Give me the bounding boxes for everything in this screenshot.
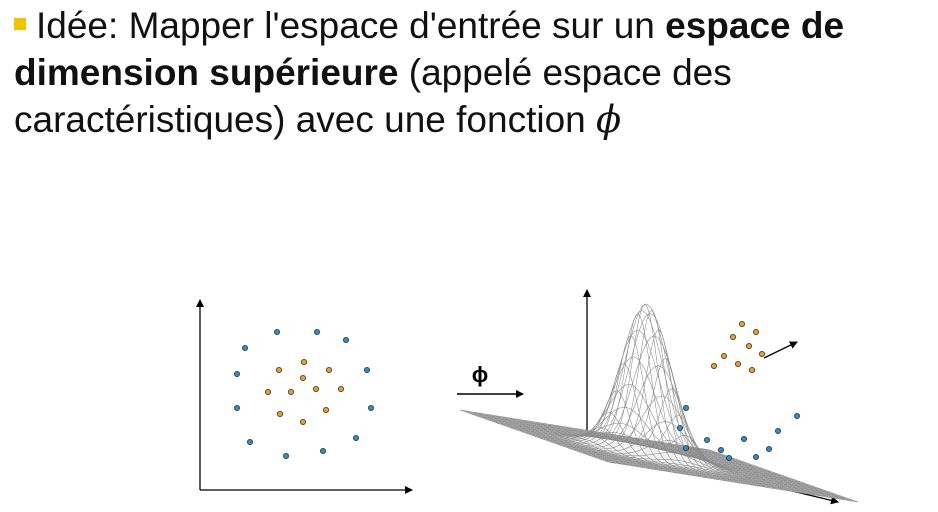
lifted-inner-point: [735, 360, 742, 367]
lifted-inner-point: [711, 362, 718, 369]
outer-point: [342, 336, 349, 343]
bullet-icon: [14, 18, 26, 31]
mapping-arrow: ϕ: [457, 362, 524, 398]
outer-point: [233, 370, 240, 377]
gaussian-surface: [459, 303, 859, 503]
mapping-arrow-label: ϕ: [472, 362, 489, 387]
headline-bold-text: espace de dimension supérieure: [14, 5, 845, 93]
outer-point: [775, 427, 782, 434]
outer-point: [683, 404, 690, 411]
outer-point: [233, 404, 240, 411]
outer-point: [704, 436, 711, 443]
lifted-inner-point: [749, 366, 756, 373]
outer-point: [282, 452, 289, 459]
outer-point: [241, 344, 248, 351]
outer-point: [677, 424, 684, 431]
feature-points: [677, 320, 801, 461]
inner-point: [337, 385, 344, 392]
headline: Idée: Mapper l'espace d'entrée sur un es…: [14, 2, 934, 143]
outer-point: [794, 412, 801, 419]
inner-point: [299, 374, 306, 381]
outer-point: [753, 453, 760, 460]
input-points: [233, 328, 374, 459]
inner-point: [322, 406, 329, 413]
outer-point: [246, 438, 253, 445]
outer-point: [766, 445, 773, 452]
headline-text-2: (appelé espace des caractéristiques) ave…: [14, 52, 732, 140]
inner-point: [325, 366, 332, 373]
outer-point: [313, 328, 320, 335]
outer-point: [718, 446, 725, 453]
lifted-inner-point: [746, 342, 753, 349]
outer-point: [273, 328, 280, 335]
feature-space-plot: [459, 289, 859, 505]
lifted-inner-point: [721, 352, 728, 359]
inner-point: [312, 385, 319, 392]
input-space-plot: [196, 299, 413, 494]
inner-point: [299, 418, 306, 425]
normal-vector-arrow: [763, 341, 798, 359]
inner-point: [287, 388, 294, 395]
lifted-inner-point: [759, 350, 766, 357]
inner-point: [264, 388, 271, 395]
outer-point: [319, 447, 326, 454]
outer-point: [367, 404, 374, 411]
phi-symbol: ϕ: [596, 98, 622, 141]
lifted-inner-point: [730, 333, 737, 340]
outer-point: [352, 434, 359, 441]
lifted-inner-point: [739, 320, 746, 327]
outer-point: [726, 454, 733, 461]
headline-text-1: Idée: Mapper l'espace d'entrée sur un: [36, 5, 666, 46]
outer-point: [683, 444, 690, 451]
outer-point: [741, 435, 748, 442]
outer-point: [363, 366, 370, 373]
inner-point: [276, 410, 283, 417]
inner-point: [300, 358, 307, 365]
inner-point: [275, 366, 282, 373]
lifted-inner-point: [753, 328, 760, 335]
